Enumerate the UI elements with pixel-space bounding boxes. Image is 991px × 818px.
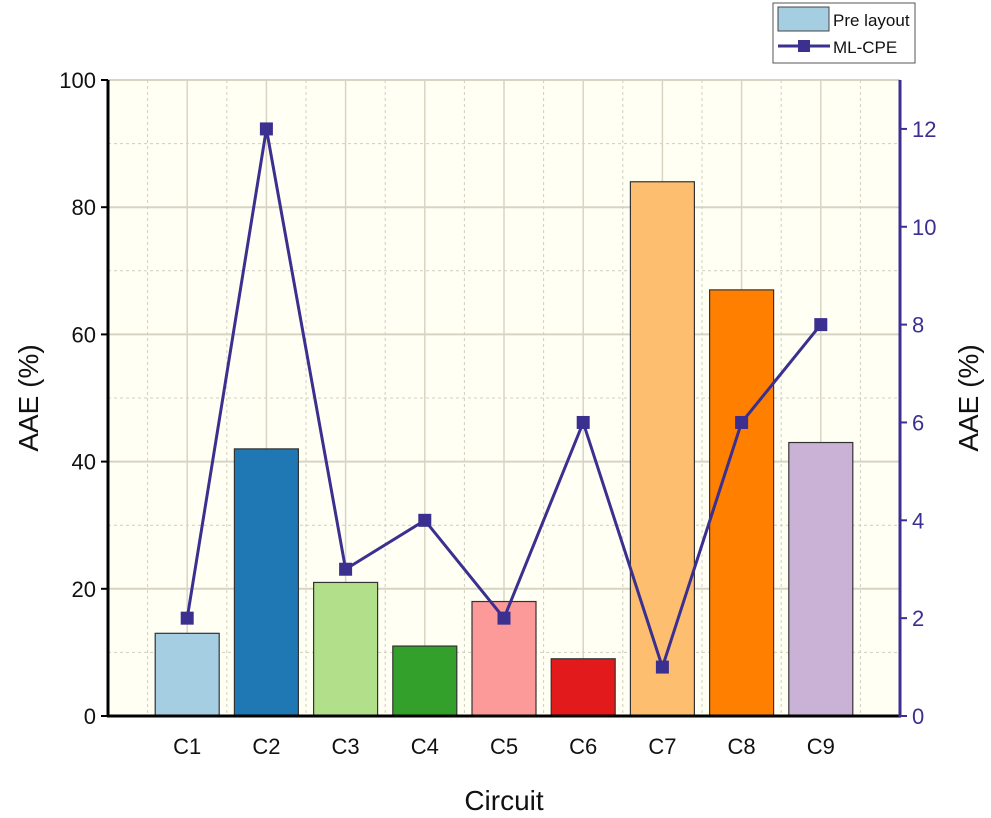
y-tick-label: 80: [72, 195, 96, 220]
y-tick-label: 40: [72, 450, 96, 475]
ml-cpe-point-C7: [655, 660, 669, 674]
legend-label-pre-layout: Pre layout: [833, 11, 910, 30]
bar-C3: [313, 581, 379, 717]
x-tick-label: C8: [728, 734, 756, 759]
ml-cpe-point-C8: [735, 415, 749, 429]
bar-C9: [788, 441, 854, 717]
ml-cpe-point-C6: [576, 415, 590, 429]
ml-cpe-point-C3: [339, 562, 353, 576]
y2-axis-label: AAE (%): [953, 344, 984, 451]
bar-C6: [550, 658, 616, 717]
ml-cpe-point-C1: [180, 611, 194, 625]
ml-cpe-point-C4: [418, 513, 432, 527]
y2-tick-label: 10: [912, 215, 936, 240]
bar-C8: [708, 289, 775, 717]
x-tick-label: C4: [411, 734, 439, 759]
bar-C4: [392, 645, 458, 717]
ml-cpe-point-C9: [814, 318, 828, 332]
x-tick-label: C6: [569, 734, 597, 759]
y-tick-label: 0: [84, 704, 96, 729]
y2-tick-label: 2: [912, 606, 924, 631]
y-tick-label: 60: [72, 322, 96, 347]
y2-tick-label: 8: [912, 313, 924, 338]
y2-tick-label: 0: [912, 704, 924, 729]
bar-C1: [154, 632, 220, 717]
ml-cpe-point-C5: [497, 611, 511, 625]
x-tick-label: C5: [490, 734, 518, 759]
x-tick-label: C7: [648, 734, 676, 759]
line-series: [180, 122, 828, 674]
x-tick-label: C1: [173, 734, 201, 759]
y-axis-label: AAE (%): [13, 344, 44, 451]
legend: Pre layout ML-CPE: [772, 2, 916, 64]
bar-C2: [233, 448, 299, 717]
legend-label-ml-cpe: ML-CPE: [833, 38, 897, 57]
x-tick-label: C3: [332, 734, 360, 759]
legend-swatch-pre-layout: [777, 6, 830, 32]
ml-cpe-point-C2: [259, 122, 273, 136]
y-tick-label: 100: [59, 68, 96, 93]
x-tick-label: C2: [252, 734, 280, 759]
x-tick-label: C9: [807, 734, 835, 759]
legend-marker-ml-cpe: [798, 40, 810, 52]
y2-tick-label: 6: [912, 410, 924, 435]
y-tick-label: 20: [72, 577, 96, 602]
ticks: 0 20 40 60 80 100 0 2 4 6 8 10 12 C1 C2 C3 C4 C5 C6 C7 C8 C9: [59, 68, 936, 759]
bar-C7: [629, 181, 696, 717]
x-axis-label: Circuit: [464, 785, 544, 816]
y2-tick-label: 12: [912, 117, 936, 142]
y2-tick-label: 4: [912, 508, 924, 533]
bars: [154, 181, 854, 717]
